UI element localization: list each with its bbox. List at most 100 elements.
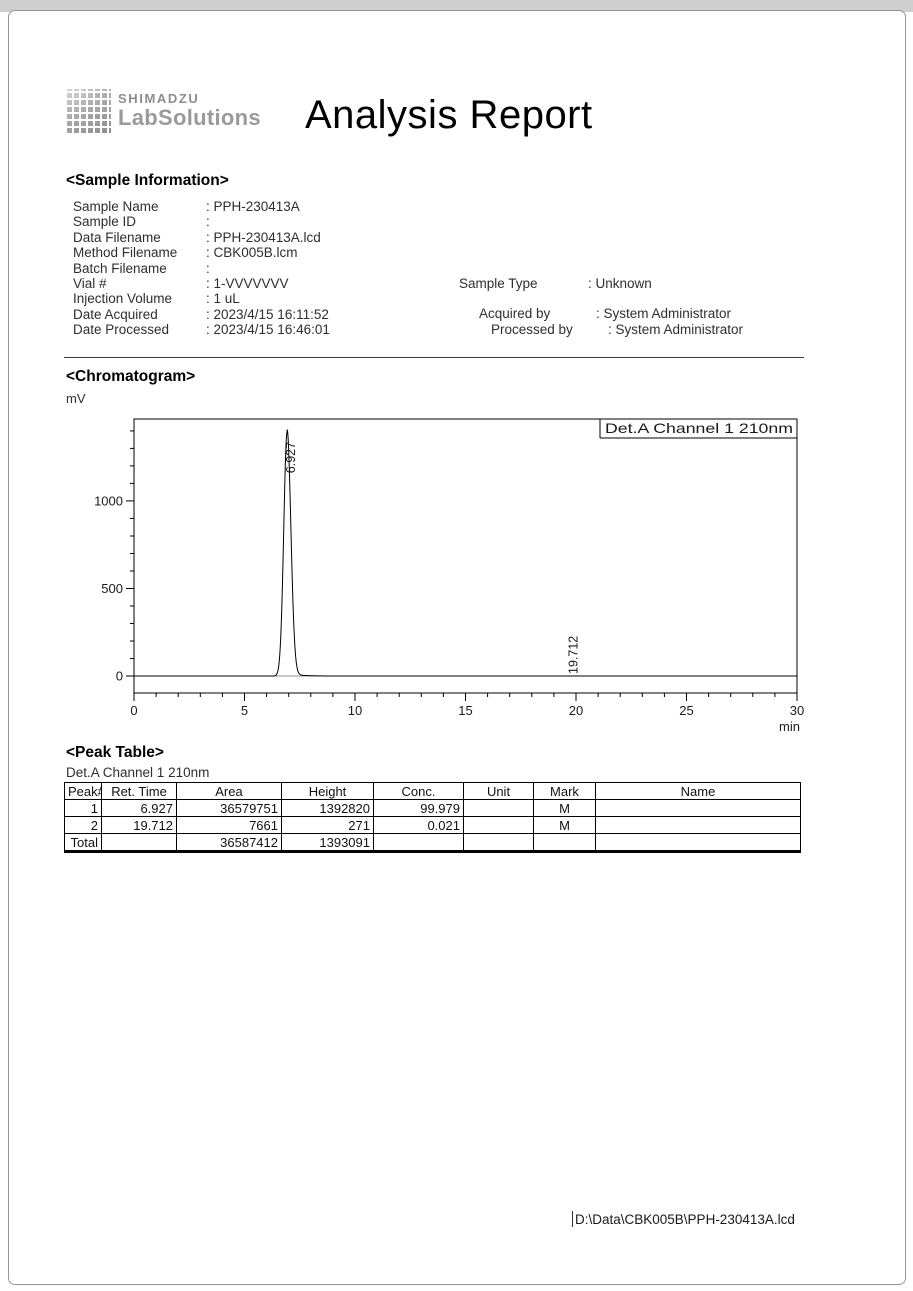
peak-table: Peak# Ret. Time Area Height Conc. Unit Mark Nam… xyxy=(64,782,801,853)
table-cell xyxy=(463,799,534,817)
table-cell: 36579751 xyxy=(176,799,282,817)
field-label: Date Acquired xyxy=(73,306,158,322)
svg-text:Det.A Channel 1 210nm: Det.A Channel 1 210nm xyxy=(605,420,793,436)
field-label: Vial # xyxy=(73,276,107,292)
column-header: Conc. xyxy=(373,782,464,800)
table-cell xyxy=(463,833,534,852)
peak-table-body: 1 6.927 36579751 1392820 99.979 M 2 19.712 7661 2… xyxy=(64,799,801,852)
table-cell xyxy=(595,833,801,852)
svg-text:500: 500 xyxy=(101,581,123,596)
table-cell xyxy=(463,816,534,834)
shimadzu-grid-icon xyxy=(67,89,111,133)
table-cell: 271 xyxy=(281,816,374,834)
y-axis-unit-label: mV xyxy=(66,391,86,406)
svg-text:1000: 1000 xyxy=(94,493,123,508)
field-value: : 1-VVVVVVV xyxy=(206,276,289,292)
table-cell: 0.021 xyxy=(373,816,464,834)
sample-info-left-column: Sample Name: PPH-230413A Sample ID: Data … xyxy=(73,199,330,338)
svg-text:30: 30 xyxy=(790,703,804,718)
field-value: : 1 uL xyxy=(206,291,240,307)
field-value: : 2023/4/15 16:46:01 xyxy=(206,322,330,338)
field-label: Data Filename xyxy=(73,229,161,245)
shimadzu-logo: SHIMADZU LabSolutions xyxy=(67,89,261,133)
column-header: Ret. Time xyxy=(101,782,177,800)
table-cell: 36587412 xyxy=(176,833,282,852)
field-value: : Unknown xyxy=(588,276,652,291)
column-header: Mark xyxy=(533,782,596,800)
field-value: : PPH-230413A xyxy=(206,199,300,214)
table-cell xyxy=(595,816,801,834)
table-cell: M xyxy=(533,816,596,834)
field-label: Batch Filename xyxy=(73,260,167,276)
table-cell: 6.927 xyxy=(101,799,177,817)
field-label: Acquired by xyxy=(479,306,551,322)
field-label: Injection Volume xyxy=(73,291,173,307)
svg-text:10: 10 xyxy=(348,703,362,718)
field-value: : CBK005B.lcm xyxy=(206,245,298,261)
table-cell: 1 xyxy=(64,799,102,817)
sample-info-row: Acquired by : System Administrator xyxy=(459,306,743,321)
brand-text: SHIMADZU LabSolutions xyxy=(118,89,261,133)
field-value: : System Administrator xyxy=(596,306,732,322)
table-cell: M xyxy=(533,799,596,817)
svg-text:20: 20 xyxy=(569,703,583,718)
table-cell xyxy=(101,833,177,852)
peak-table-heading: <Peak Table> xyxy=(66,744,164,761)
detector-channel-label: Det.A Channel 1 210nm xyxy=(66,765,210,780)
table-row: 1 6.927 36579751 1392820 99.979 M xyxy=(64,799,801,817)
field-label: Sample Name xyxy=(73,199,159,214)
field-value: : 2023/4/15 16:11:52 xyxy=(206,306,329,322)
sample-info-right-column: Sample Type: Unknown Acquired by: System … xyxy=(459,276,743,337)
table-row: 2 19.712 7661 271 0.021 M xyxy=(64,816,801,834)
field-value: : xyxy=(206,260,214,276)
report-page: SHIMADZU LabSolutions Analysis Report <S… xyxy=(8,10,906,1285)
column-header: Name xyxy=(595,782,801,800)
table-cell: 1392820 xyxy=(281,799,374,817)
sample-info-row: Date Acquired : 2023/4/15 16:11:52 xyxy=(73,307,330,322)
column-header: Unit xyxy=(463,782,534,800)
field-label: Date Processed xyxy=(73,322,170,338)
svg-text:0: 0 xyxy=(130,703,137,718)
page-title: Analysis Report xyxy=(305,93,593,137)
sample-info-row: Date Processed : 2023/4/15 16:46:01 xyxy=(73,322,330,337)
table-cell xyxy=(595,799,801,817)
peak-table-header-row: Peak# Ret. Time Area Height Conc. Unit Mark Nam… xyxy=(64,782,801,800)
table-cell xyxy=(373,833,464,852)
brand-name: SHIMADZU xyxy=(118,91,200,106)
section-divider xyxy=(64,357,804,358)
svg-text:15: 15 xyxy=(458,703,472,718)
svg-text:19.712: 19.712 xyxy=(567,636,581,674)
field-value: : System Administrator xyxy=(608,321,744,337)
field-value: : xyxy=(206,214,214,230)
field-value: : PPH-230413A.lcd xyxy=(206,229,321,245)
brand-product: LabSolutions xyxy=(118,105,261,130)
sample-info-row: Method Filename : CBK005B.lcm xyxy=(73,245,330,260)
svg-text:0: 0 xyxy=(116,669,123,684)
sample-info-row: Sample Name : PPH-230413A xyxy=(73,199,330,214)
table-cell xyxy=(533,833,596,852)
window-top-strip xyxy=(0,0,913,12)
sample-info-row: Vial # : 1-VVVVVVV xyxy=(73,276,330,291)
table-cell: 2 xyxy=(64,816,102,834)
sample-info-row: Sample ID: xyxy=(73,214,330,229)
footer: D:\Data\CBK005B\PPH-230413A.lcd xyxy=(572,1211,795,1227)
total-row: Total 36587412 1393091 xyxy=(64,833,801,852)
column-header: Peak# xyxy=(64,782,102,800)
table-cell: Total xyxy=(64,833,102,852)
svg-text:25: 25 xyxy=(679,703,693,718)
table-cell: 99.979 xyxy=(373,799,464,817)
sample-info-row: Data Filename : PPH-230413A.lcd xyxy=(73,230,330,245)
sample-information-heading: <Sample Information> xyxy=(66,172,229,189)
table-cell: 19.712 xyxy=(101,816,177,834)
field-label: Sample ID xyxy=(73,214,137,230)
svg-text:6.927: 6.927 xyxy=(284,442,298,473)
table-cell: 1393091 xyxy=(281,833,374,852)
column-header: Height xyxy=(281,782,374,800)
table-cell: 7661 xyxy=(176,816,282,834)
field-label: Processed by xyxy=(491,321,573,337)
text-cursor xyxy=(572,1211,573,1227)
chromatogram-plot: 0 500 1000 0 5 10 15 20 25 30 min Det.A Channel 1 2… xyxy=(94,409,819,741)
chromatogram-heading: <Chromatogram> xyxy=(66,368,196,385)
field-label: Method Filename xyxy=(73,245,178,261)
